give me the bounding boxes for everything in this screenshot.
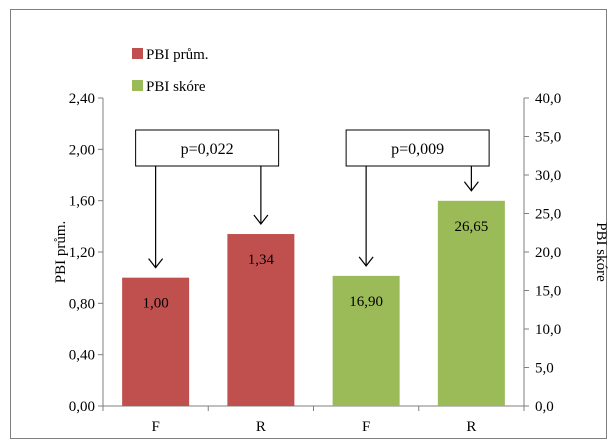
- y-tick-label-right: 35,0: [535, 130, 561, 146]
- x-category-label: F: [362, 419, 370, 433]
- bar-pbi-skore: [332, 275, 400, 406]
- y-tick-label-right: 30,0: [535, 168, 561, 184]
- data-label: 1,34: [248, 252, 275, 268]
- bar-pbi-skore: [437, 200, 505, 406]
- chart-frame: [10, 9, 607, 439]
- bar-pbi-prum: [122, 277, 190, 406]
- y-tick-label-left: 0,80: [69, 296, 95, 312]
- x-category-label: F: [151, 419, 159, 433]
- y-tick-label-left: 1,20: [69, 245, 95, 261]
- legend-swatch-pbi-prum: [132, 48, 143, 59]
- y-tick-label-right: 0,0: [535, 399, 554, 415]
- annotation-arrowhead: [358, 256, 374, 267]
- legend-label-pbi-skore: PBI skóre: [146, 79, 206, 95]
- data-label: 26,65: [455, 219, 489, 235]
- y-tick-label-left: 2,00: [69, 142, 95, 158]
- legend-swatch-pbi-skore: [132, 80, 143, 91]
- p-value-box: [345, 129, 490, 167]
- y-tick-label-right: 20,0: [535, 245, 561, 261]
- p-value-label: p=0,009: [391, 141, 444, 158]
- annotation-arrowhead: [253, 214, 269, 226]
- p-value-box: [135, 129, 280, 167]
- y-tick-label-left: 0,00: [69, 399, 95, 415]
- y-tick-label-right: 10,0: [535, 322, 561, 338]
- y-axis-title-left: PBI prům.: [53, 221, 69, 284]
- y-tick-label-right: 25,0: [535, 207, 561, 223]
- y-tick-label-left: 0,40: [69, 348, 95, 364]
- legend-label-pbi-prum: PBI prům.: [146, 47, 209, 63]
- data-label: 1,00: [143, 296, 169, 312]
- bar-pbi-prum: [227, 234, 295, 406]
- annotation-arrowhead: [148, 258, 164, 269]
- x-category-label: R: [256, 419, 266, 433]
- y-tick-label-left: 1,60: [69, 194, 95, 210]
- y-tick-label-right: 15,0: [535, 284, 561, 300]
- x-category-label: R: [466, 419, 476, 433]
- y-tick-label-right: 40,0: [535, 91, 561, 107]
- data-label: 16,90: [349, 294, 383, 310]
- y-tick-label-left: 2,40: [69, 91, 95, 107]
- y-axis-title-right: PBI skóre: [593, 222, 609, 282]
- annotation-arrowhead: [463, 181, 479, 192]
- p-value-label: p=0,022: [181, 141, 234, 158]
- y-tick-label-right: 5,0: [535, 361, 554, 377]
